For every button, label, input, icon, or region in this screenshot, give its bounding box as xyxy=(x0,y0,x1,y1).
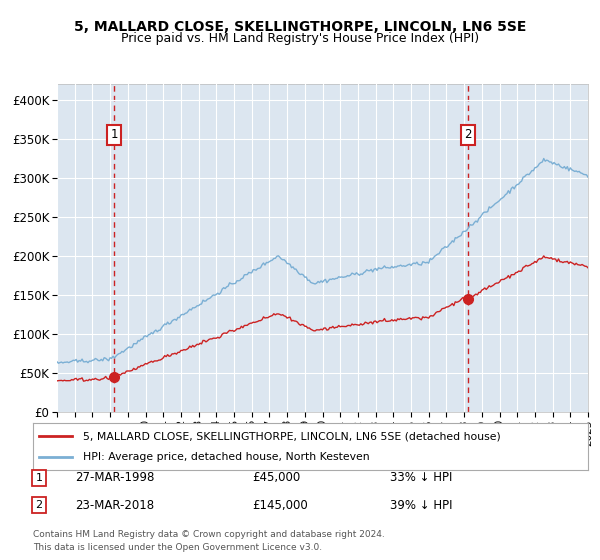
Text: Contains HM Land Registry data © Crown copyright and database right 2024.: Contains HM Land Registry data © Crown c… xyxy=(33,530,385,539)
Text: 1: 1 xyxy=(35,473,43,483)
Text: 2: 2 xyxy=(35,500,43,510)
Text: 27-MAR-1998: 27-MAR-1998 xyxy=(75,470,154,484)
Text: 23-MAR-2018: 23-MAR-2018 xyxy=(75,498,154,512)
Text: 1: 1 xyxy=(110,128,118,141)
Text: 5, MALLARD CLOSE, SKELLINGTHORPE, LINCOLN, LN6 5SE: 5, MALLARD CLOSE, SKELLINGTHORPE, LINCOL… xyxy=(74,20,526,34)
Text: 2: 2 xyxy=(464,128,472,141)
Text: This data is licensed under the Open Government Licence v3.0.: This data is licensed under the Open Gov… xyxy=(33,543,322,552)
Text: 5, MALLARD CLOSE, SKELLINGTHORPE, LINCOLN, LN6 5SE (detached house): 5, MALLARD CLOSE, SKELLINGTHORPE, LINCOL… xyxy=(83,431,500,441)
Text: 33% ↓ HPI: 33% ↓ HPI xyxy=(390,470,452,484)
Text: £45,000: £45,000 xyxy=(252,470,300,484)
Text: HPI: Average price, detached house, North Kesteven: HPI: Average price, detached house, Nort… xyxy=(83,452,370,462)
Text: Price paid vs. HM Land Registry's House Price Index (HPI): Price paid vs. HM Land Registry's House … xyxy=(121,32,479,45)
Text: £145,000: £145,000 xyxy=(252,498,308,512)
Text: 39% ↓ HPI: 39% ↓ HPI xyxy=(390,498,452,512)
